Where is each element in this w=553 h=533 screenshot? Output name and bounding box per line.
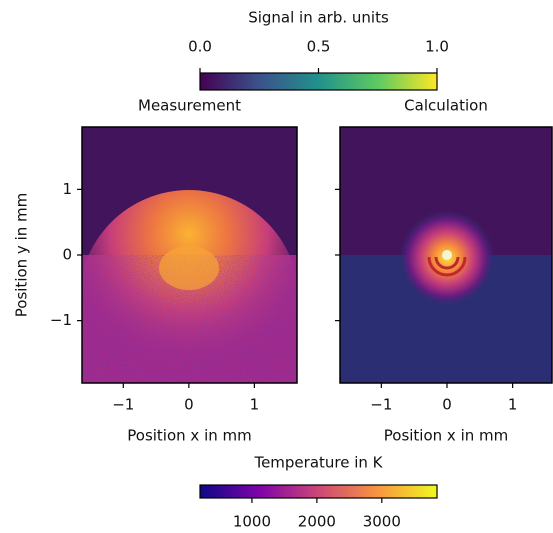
colorbar — [199, 72, 438, 91]
x-axis-label: Position x in mm — [127, 427, 251, 445]
colorbar-tick-label: 2000 — [298, 513, 336, 531]
y-tick-label: −1 — [50, 311, 72, 329]
colorbar-label: Temperature in K — [253, 454, 383, 472]
x-tick-label: 0 — [184, 396, 194, 414]
y-axis-label: Position y in mm — [13, 193, 31, 317]
axis-title: Calculation — [404, 97, 488, 115]
x-tick-label: 1 — [508, 396, 518, 414]
y-tick-label: 1 — [62, 180, 72, 198]
calculation-image — [340, 127, 552, 383]
colorbar-label: Signal in arb. units — [248, 9, 389, 27]
colorbar-tick-label: 0.5 — [307, 38, 331, 56]
colorbar-tick-label: 0.0 — [188, 38, 212, 56]
x-tick-label: 0 — [442, 396, 452, 414]
y-tick-label: 0 — [62, 246, 72, 264]
measurement-image — [82, 127, 297, 383]
axis-title: Measurement — [138, 97, 241, 115]
x-tick-label: 1 — [250, 396, 260, 414]
x-axis-label: Position x in mm — [384, 427, 508, 445]
colorbar — [199, 484, 438, 499]
colorbar-tick-label: 1000 — [233, 513, 271, 531]
colorbar-tick-label: 3000 — [363, 513, 401, 531]
x-tick-label: −1 — [112, 396, 134, 414]
x-tick-label: −1 — [370, 396, 392, 414]
colorbar-tick-label: 1.0 — [425, 38, 449, 56]
